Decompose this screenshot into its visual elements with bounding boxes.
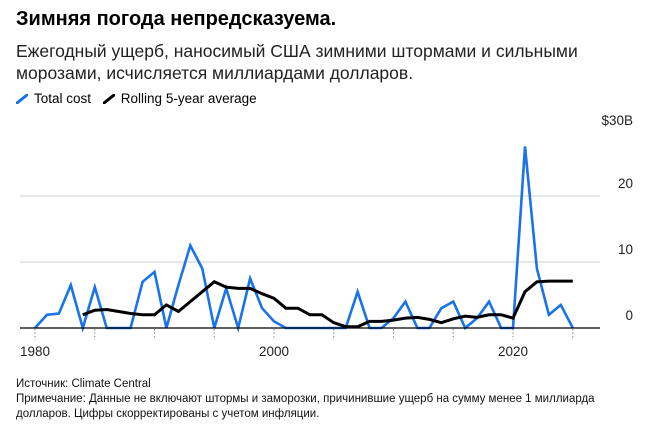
legend-swatch-total-cost bbox=[16, 93, 28, 104]
y-tick-label-10: 10 bbox=[618, 242, 633, 257]
legend: Total cost Rolling 5-year average bbox=[16, 91, 265, 107]
axes: 0 10 20 $30B 1980 2000 2020 bbox=[20, 113, 633, 359]
x-tick-label-1980: 1980 bbox=[20, 344, 50, 359]
footer: Источник: Climate Central Примечание: Да… bbox=[16, 377, 636, 422]
chart-title: Зимняя погода непредсказуема. bbox=[16, 8, 337, 30]
series-layer bbox=[34, 146, 574, 333]
x-tick-label-2020: 2020 bbox=[498, 344, 528, 359]
chart-subtitle: Ежегодный ущерб, наносимый США зимними ш… bbox=[16, 41, 578, 83]
x-tick-label-2000: 2000 bbox=[259, 344, 289, 359]
line-chart: 0 10 20 $30B 1980 2000 2020 bbox=[20, 113, 633, 359]
y-tick-label-0: 0 bbox=[625, 308, 633, 323]
grid bbox=[20, 195, 600, 263]
legend-label-total-cost: Total cost bbox=[34, 91, 92, 106]
legend-item-rolling-average: Rolling 5-year average bbox=[102, 91, 257, 106]
legend-swatch-rolling-average bbox=[102, 93, 115, 104]
methodology-note: Примечание: Данные не включают штормы и … bbox=[16, 393, 595, 420]
y-tick-label-30: $30B bbox=[601, 113, 633, 128]
legend-item-total-cost: Total cost bbox=[16, 91, 91, 106]
series-line-total-cost bbox=[34, 146, 574, 333]
source-note: Источник: Climate Central bbox=[16, 378, 151, 390]
y-tick-label-20: 20 bbox=[618, 176, 633, 191]
legend-label-rolling-average: Rolling 5-year average bbox=[120, 91, 257, 106]
series-line-rolling-average bbox=[82, 279, 573, 329]
